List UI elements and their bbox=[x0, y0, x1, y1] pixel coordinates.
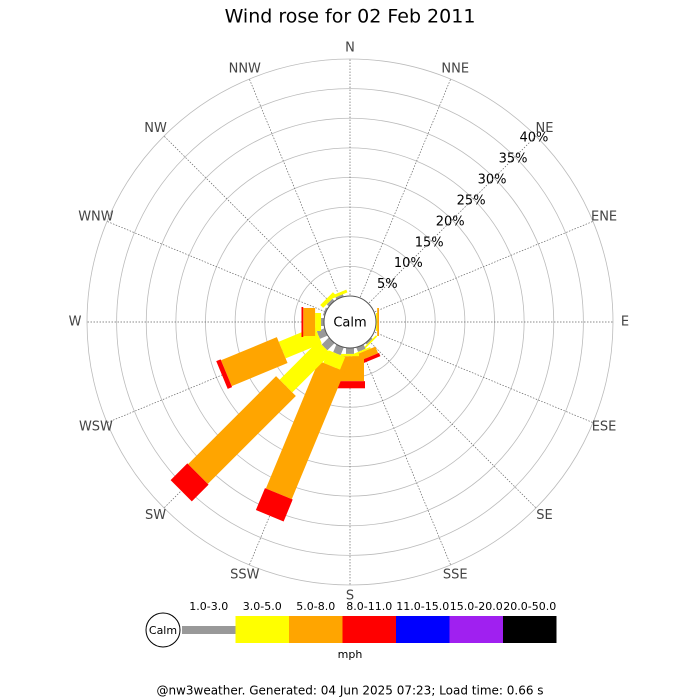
legend: Calm 1.0-3.0 3.0-5.0 5.0-8.0 8.0-11.0 11.0-15… bbox=[145, 600, 557, 661]
bar-segment bbox=[170, 463, 209, 502]
r-tick-label: 40% bbox=[520, 131, 549, 146]
spoke bbox=[349, 135, 537, 323]
direction-label: SSE bbox=[443, 568, 468, 583]
grid-ring bbox=[145, 117, 555, 527]
bar-segment bbox=[301, 307, 304, 337]
bar-segment bbox=[216, 359, 233, 389]
r-tick-label: 5% bbox=[377, 277, 398, 292]
bar-segment bbox=[341, 353, 359, 357]
bar-segment bbox=[335, 294, 344, 300]
legend-swatch bbox=[449, 616, 503, 643]
direction-label: NE bbox=[535, 121, 553, 136]
legend-label: 11.0-15.0 bbox=[396, 600, 449, 613]
spoke bbox=[349, 321, 537, 509]
legend-swatch bbox=[342, 616, 396, 643]
legend-label: 5.0-8.0 bbox=[296, 600, 335, 613]
bar-segment bbox=[333, 344, 344, 356]
direction-label: NNE bbox=[441, 61, 469, 76]
legend-unit: mph bbox=[338, 648, 363, 661]
bar-segment bbox=[346, 348, 354, 354]
direction-label: ESE bbox=[592, 419, 617, 434]
legend-label: 3.0-5.0 bbox=[243, 600, 282, 613]
legend-calm-label: Calm bbox=[149, 624, 177, 637]
grid-ring bbox=[116, 88, 584, 556]
bar-segment bbox=[356, 344, 366, 352]
spoke bbox=[349, 78, 451, 323]
spoke bbox=[349, 321, 451, 566]
bar-segment bbox=[255, 488, 293, 522]
bar-segment bbox=[321, 337, 335, 351]
legend-label: 20.0-50.0 bbox=[503, 600, 556, 613]
footer: @nw3weather. Generated: 04 Jun 2025 07:2… bbox=[156, 684, 543, 698]
legend-swatch bbox=[289, 616, 343, 643]
spoke bbox=[163, 135, 351, 323]
bar-segment bbox=[377, 308, 379, 336]
grid-ring bbox=[86, 58, 614, 586]
direction-label: ENE bbox=[591, 210, 617, 225]
direction-label: E bbox=[621, 315, 629, 330]
calm-label: Calm bbox=[333, 316, 366, 331]
bar-segment bbox=[363, 335, 378, 350]
legend-swatch bbox=[235, 616, 289, 643]
spoke bbox=[249, 321, 351, 566]
chart-title: Wind rose for 02 Feb 2011 bbox=[225, 6, 476, 28]
bar-segment bbox=[329, 289, 348, 300]
bar-segment bbox=[265, 360, 345, 500]
direction-label: WSW bbox=[79, 419, 113, 434]
bars bbox=[170, 289, 381, 522]
direction-label: SE bbox=[536, 508, 552, 523]
legend-calm bbox=[145, 612, 181, 648]
legend-label: 1.0-3.0 bbox=[189, 600, 228, 613]
bar-segment bbox=[326, 298, 335, 307]
spoke bbox=[249, 78, 351, 323]
spoke bbox=[349, 221, 594, 323]
spoke bbox=[106, 221, 351, 323]
direction-label: N bbox=[345, 41, 355, 56]
legend-swatch bbox=[182, 626, 236, 634]
direction-label: NW bbox=[144, 121, 167, 136]
legend-label: 8.0-11.0 bbox=[346, 600, 392, 613]
bar-segment bbox=[303, 308, 316, 336]
legend-swatch bbox=[396, 616, 450, 643]
r-tick-label: 35% bbox=[499, 151, 528, 166]
bar-segment bbox=[375, 313, 378, 331]
bar-segment bbox=[365, 337, 373, 345]
bar-segment bbox=[321, 318, 325, 326]
direction-label: W bbox=[69, 315, 82, 330]
calm-circle bbox=[323, 295, 377, 349]
bar-segment bbox=[315, 313, 322, 331]
grid: 5%10%15%20%25%30%35%40%NNNENEENEEESESESS… bbox=[69, 41, 630, 604]
bar-segment bbox=[322, 307, 328, 316]
direction-label: SSW bbox=[230, 568, 260, 583]
direction-label: S bbox=[346, 589, 354, 604]
bar-segment bbox=[188, 376, 296, 484]
direction-label: NNW bbox=[229, 61, 261, 76]
legend-label: 15.0-20.0 bbox=[450, 600, 503, 613]
direction-label: WNW bbox=[78, 210, 114, 225]
legend-swatch bbox=[503, 616, 557, 643]
bar-segment bbox=[279, 341, 331, 393]
spoke bbox=[106, 321, 351, 423]
bar-segment bbox=[335, 381, 365, 389]
bar-segment bbox=[220, 337, 288, 387]
r-tick-label: 30% bbox=[478, 172, 507, 187]
bar-segment bbox=[353, 346, 371, 356]
direction-label: SW bbox=[145, 508, 166, 523]
spoke bbox=[349, 321, 594, 423]
